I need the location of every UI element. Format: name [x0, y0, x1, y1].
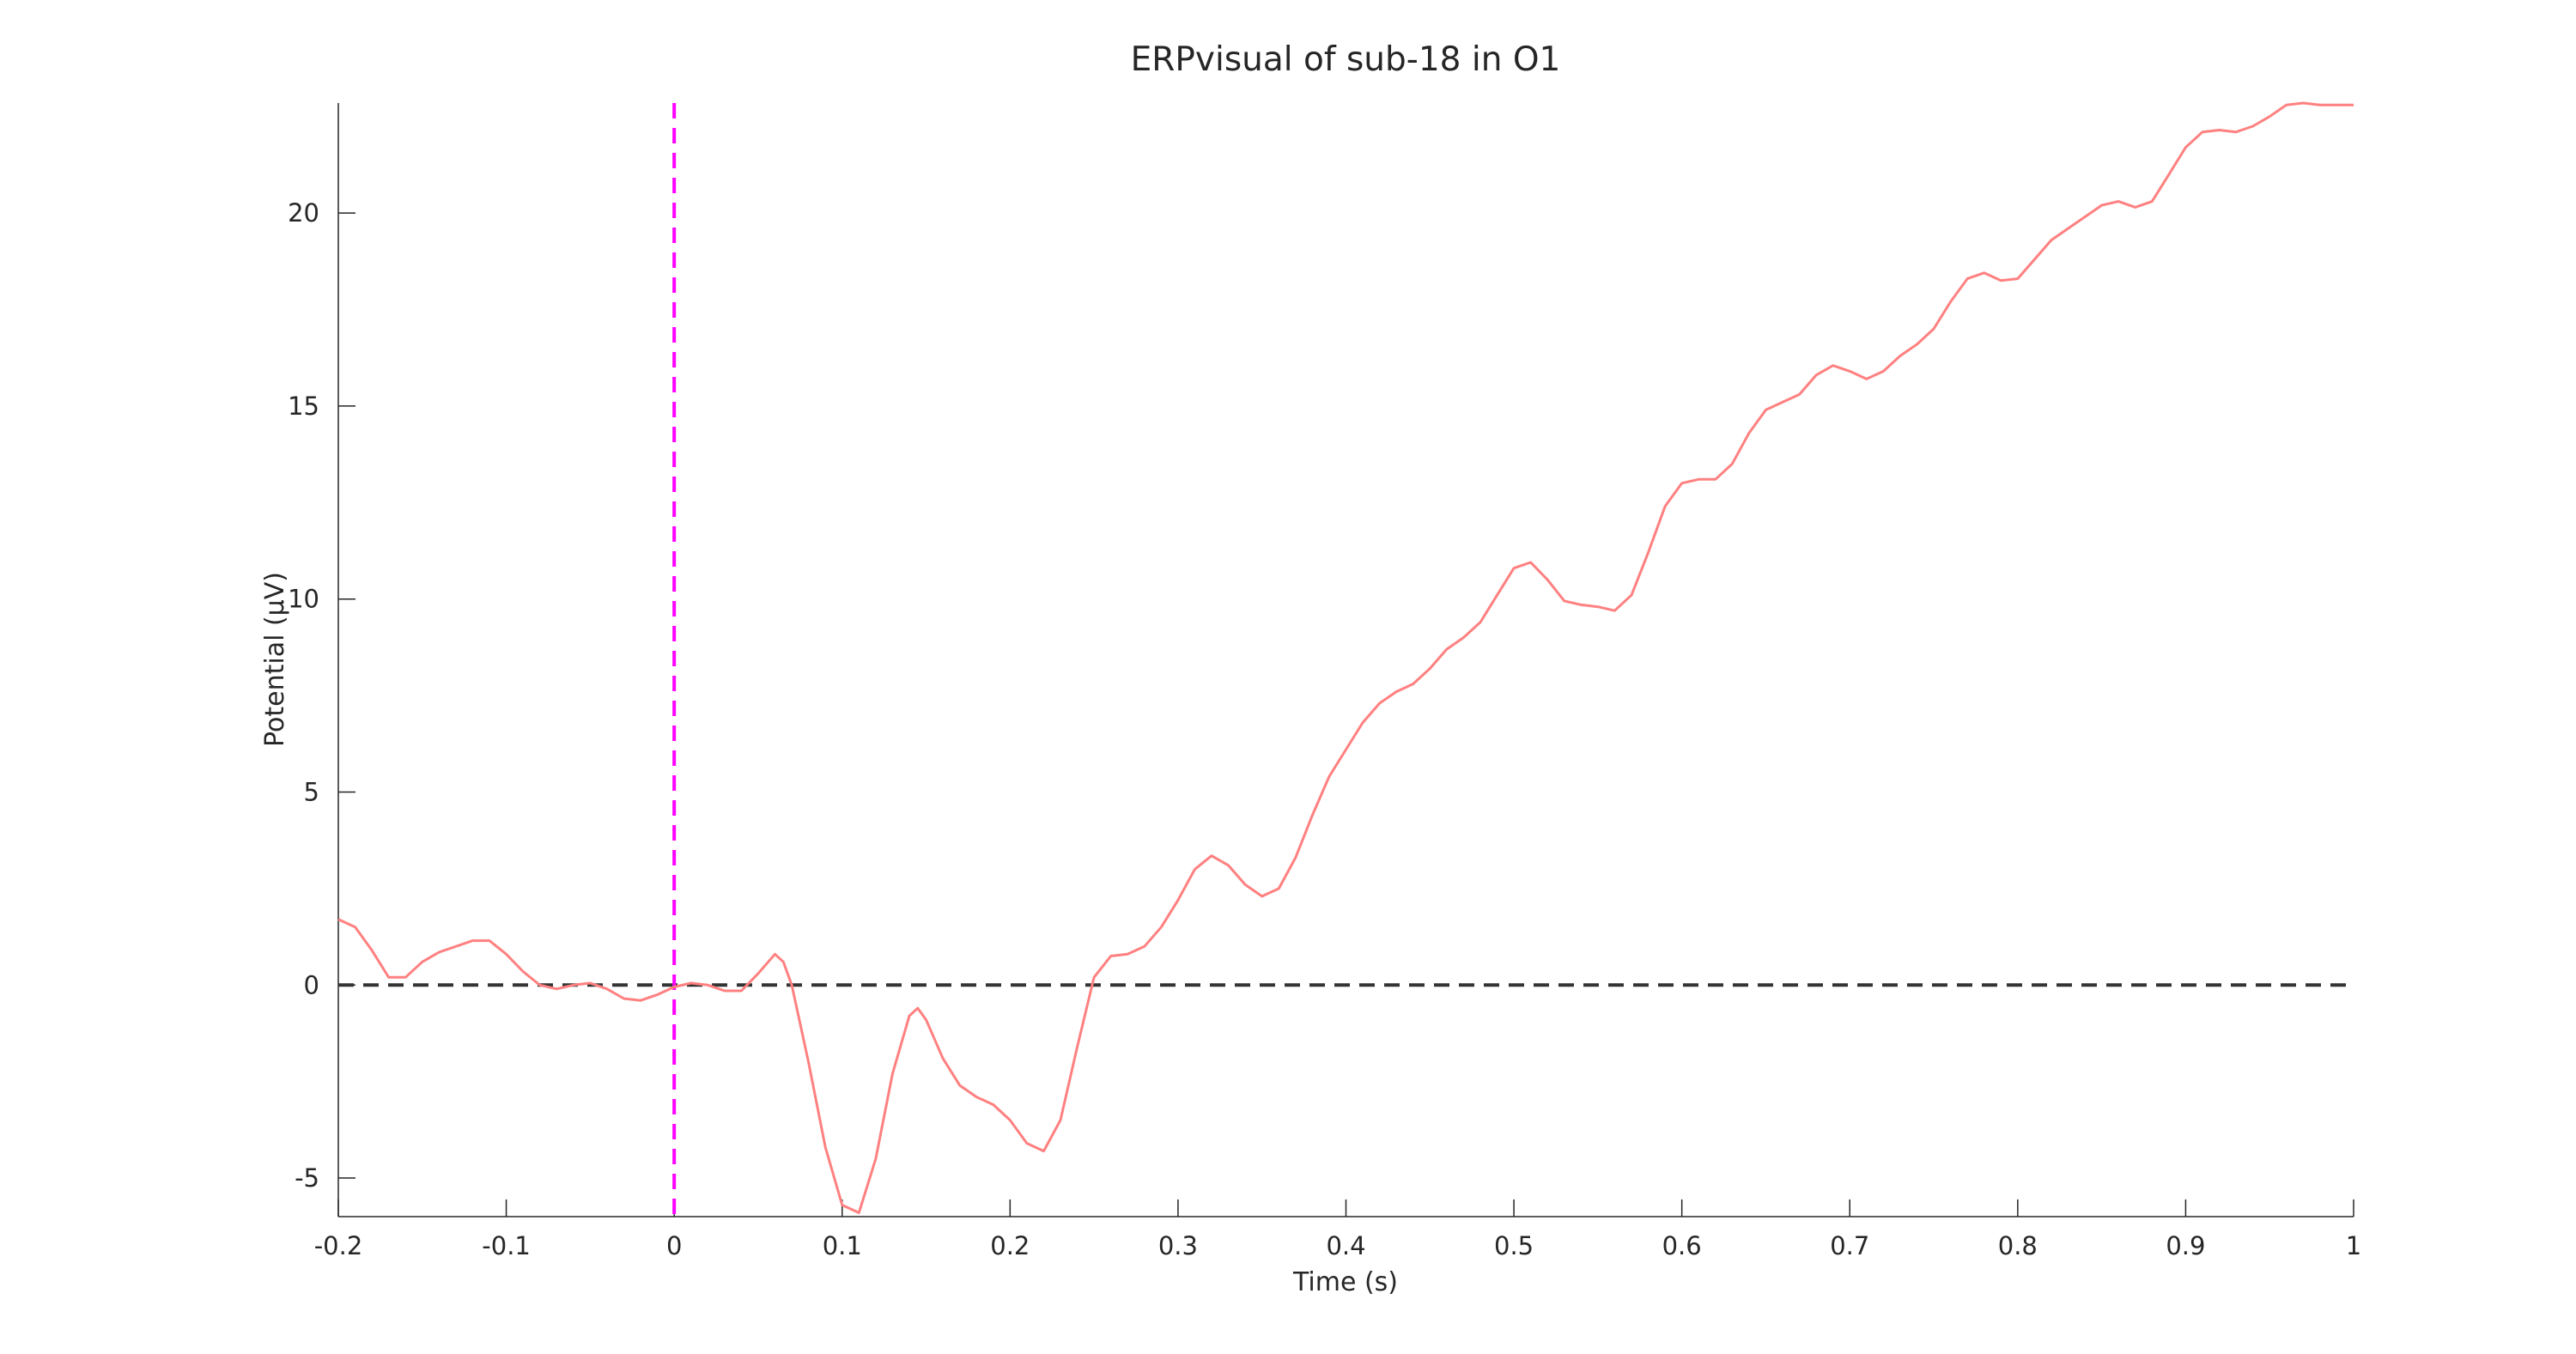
y-tick-label: 5: [304, 777, 319, 806]
x-tick-label: 0.7: [1830, 1231, 1869, 1260]
y-tick-label: 10: [288, 585, 319, 614]
x-tick-label: 0.4: [1326, 1231, 1365, 1260]
x-tick-label: 0: [666, 1231, 682, 1260]
x-axis-label: Time (s): [1292, 1267, 1398, 1297]
y-tick-label: 0: [304, 970, 319, 999]
x-tick-label: 1: [2346, 1231, 2361, 1260]
x-tick-label: -0.1: [482, 1231, 531, 1260]
x-tick-label: 0.9: [2166, 1231, 2205, 1260]
x-tick-label: 0.2: [990, 1231, 1030, 1260]
erp-line: [337, 101, 2354, 1214]
x-tick-label: -0.2: [314, 1231, 363, 1260]
y-tick-label: 20: [288, 198, 319, 228]
y-tick-label: -5: [295, 1163, 319, 1193]
y-axis-label: Potential (μV): [260, 572, 290, 747]
x-tick-label: 0.8: [1998, 1231, 2038, 1260]
x-tick-label: 0.1: [823, 1231, 862, 1260]
x-tick-label: 0.5: [1494, 1231, 1534, 1260]
chart-title: ERPvisual of sub-18 in O1: [1131, 40, 1561, 79]
x-tick-label: 0.6: [1662, 1231, 1702, 1260]
x-tick-label: 0.3: [1158, 1231, 1198, 1260]
y-tick-label: 15: [288, 392, 319, 421]
